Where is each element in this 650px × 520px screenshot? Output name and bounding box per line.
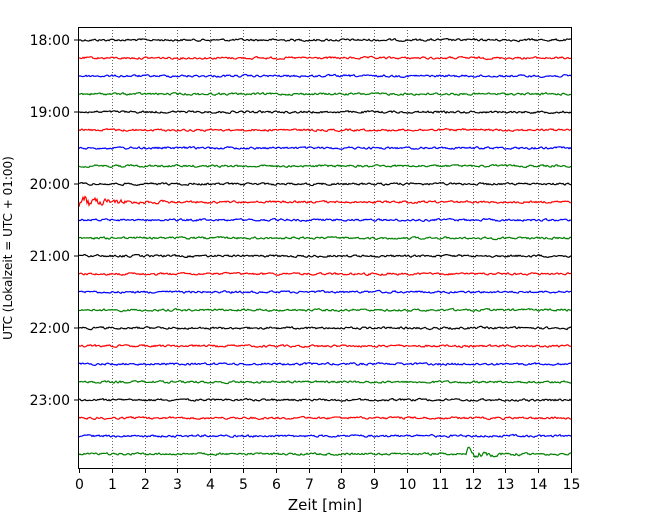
trace-row-10 bbox=[78, 217, 572, 223]
trace-row-22 bbox=[78, 433, 572, 438]
trace-row-14 bbox=[78, 289, 572, 295]
trace-row-2 bbox=[78, 73, 572, 79]
x-tick-label-9: 9 bbox=[370, 477, 379, 493]
y-tick-label-22:00: 22:00 bbox=[30, 321, 70, 337]
y-tick-label-20:00: 20:00 bbox=[30, 177, 70, 193]
trace-row-19 bbox=[78, 379, 572, 385]
x-tick-label-2: 2 bbox=[141, 477, 150, 493]
trace-row-3 bbox=[78, 91, 572, 97]
trace-row-5 bbox=[78, 127, 572, 133]
trace-group bbox=[78, 37, 572, 459]
y-tick-label-19:00: 19:00 bbox=[30, 105, 70, 121]
trace-row-6 bbox=[78, 145, 572, 150]
plot-frame bbox=[78, 27, 572, 469]
x-tick-label-11: 11 bbox=[432, 477, 450, 493]
trace-row-9 bbox=[78, 195, 572, 208]
trace-row-16 bbox=[78, 325, 572, 331]
x-tick-label-6: 6 bbox=[272, 477, 281, 493]
y-tick-label-18:00: 18:00 bbox=[30, 33, 70, 49]
x-tick-label-14: 14 bbox=[530, 477, 548, 493]
x-tick-label-5: 5 bbox=[239, 477, 248, 493]
trace-row-7 bbox=[78, 163, 572, 169]
x-tick-label-0: 0 bbox=[75, 477, 84, 493]
x-axis-label: Zeit [min] bbox=[288, 496, 362, 514]
trace-row-20 bbox=[78, 397, 572, 403]
trace-row-11 bbox=[78, 235, 572, 241]
x-tick-label-15: 15 bbox=[563, 477, 581, 493]
trace-row-15 bbox=[78, 307, 572, 313]
trace-row-4 bbox=[78, 109, 572, 115]
y-tick-label-21:00: 21:00 bbox=[30, 249, 70, 265]
trace-row-12 bbox=[78, 253, 572, 259]
y-axis-ticks: 18:00 19:00 20:00 21:00 22:00 23:00 bbox=[30, 33, 79, 409]
x-tick-label-8: 8 bbox=[337, 477, 346, 493]
y-tick-label-23:00: 23:00 bbox=[30, 393, 70, 409]
trace-row-13 bbox=[78, 271, 572, 276]
x-tick-label-12: 12 bbox=[465, 477, 483, 493]
x-tick-label-3: 3 bbox=[173, 477, 182, 493]
trace-row-21 bbox=[78, 415, 572, 421]
x-axis-ticks: 0 1 2 3 4 5 6 7 8 9 10 11 12 13 14 15 bbox=[75, 468, 580, 493]
trace-row-1 bbox=[78, 55, 572, 61]
trace-row-8 bbox=[78, 181, 572, 187]
x-tick-label-10: 10 bbox=[399, 477, 417, 493]
trace-row-18 bbox=[78, 361, 572, 367]
x-tick-label-7: 7 bbox=[305, 477, 314, 493]
x-tick-label-1: 1 bbox=[108, 477, 117, 493]
x-tick-label-4: 4 bbox=[206, 477, 215, 493]
y-axis-label: UTC (Lokalzeit = UTC + 01:00) bbox=[1, 156, 15, 340]
x-tick-label-13: 13 bbox=[497, 477, 515, 493]
trace-row-17 bbox=[78, 343, 572, 349]
trace-row-0 bbox=[78, 37, 572, 43]
trace-row-23 bbox=[78, 446, 572, 459]
